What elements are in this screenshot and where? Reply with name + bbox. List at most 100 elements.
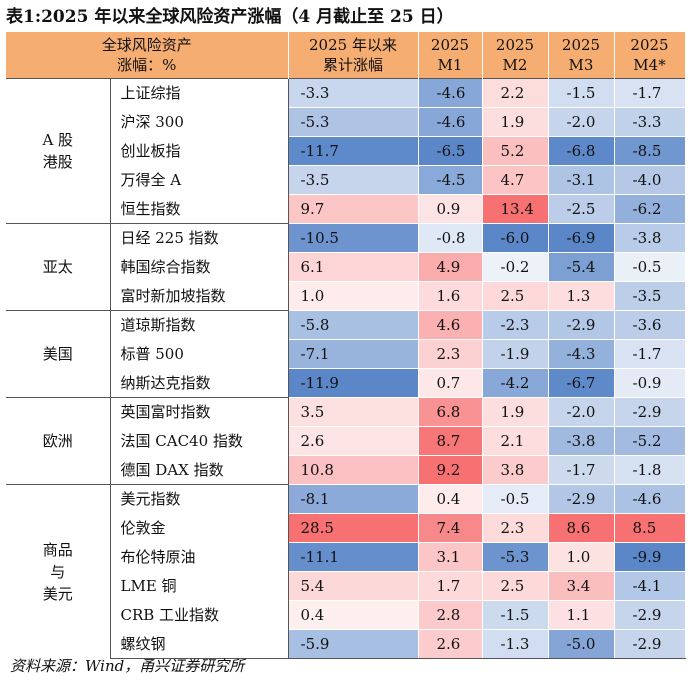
monthly-return-cell: -4.2 <box>481 368 549 398</box>
monthly-return-cell: 13.4 <box>481 194 549 224</box>
monthly-return-cell: 3.8 <box>481 455 549 485</box>
monthly-return-cell: -6.5 <box>417 136 483 166</box>
monthly-return-cell: -6.2 <box>613 194 686 224</box>
monthly-return-cell: -1.3 <box>481 629 549 659</box>
asset-name: CRB 工业指数 <box>110 600 289 630</box>
table-body: A 股港股 上证综指 -3.3 -4.6 2.2 -1.5 -1.7 沪深 300 -5.3 -4… <box>6 78 686 659</box>
monthly-return-cell: -4.6 <box>613 484 686 514</box>
asset-name: 英国富时指数 <box>110 397 289 427</box>
ytd-return-cell: 9.7 <box>287 194 419 224</box>
monthly-return-cell: -2.9 <box>547 310 615 340</box>
monthly-return-cell: 2.8 <box>417 600 483 630</box>
asset-name: 日经 225 指数 <box>110 223 289 253</box>
monthly-return-cell: 0.4 <box>417 484 483 514</box>
region-cell: 美国 <box>6 310 111 398</box>
region-label: 港股 <box>42 153 73 171</box>
asset-name: 沪深 300 <box>110 107 289 137</box>
table-row: 韩国综合指数 6.1 4.9 -0.2 -5.4 -0.5 <box>6 252 686 282</box>
region-label: 商品 <box>42 540 73 559</box>
monthly-return-cell: -1.5 <box>481 600 549 630</box>
header-month-4-label: M4* <box>633 56 666 74</box>
asset-name: 恒生指数 <box>110 194 289 224</box>
monthly-return-cell: 2.3 <box>481 513 549 543</box>
monthly-return-cell: 8.6 <box>547 513 615 543</box>
table-row: 德国 DAX 指数 10.8 9.2 3.8 -1.7 -1.8 <box>6 455 686 485</box>
table-row: 法国 CAC40 指数 2.6 8.7 2.1 -3.8 -5.2 <box>6 426 686 456</box>
region-cell: 亚太 <box>6 223 111 311</box>
asset-name: 标普 500 <box>110 339 289 369</box>
monthly-return-cell: -4.6 <box>417 107 483 137</box>
ytd-return-cell: 0.4 <box>287 600 419 630</box>
risk-asset-returns-table: 全球风险资产 涨幅：% 2025 年以来 累计涨幅 2025 M1 2025 M… <box>6 32 686 659</box>
monthly-return-cell: 0.9 <box>417 194 483 224</box>
region-cell: A 股港股 <box>6 78 111 224</box>
monthly-return-cell: 1.1 <box>547 600 615 630</box>
monthly-return-cell: 8.7 <box>417 426 483 456</box>
monthly-return-cell: 1.0 <box>547 542 615 572</box>
monthly-return-cell: -3.1 <box>547 165 615 195</box>
header-month-1: 2025 M1 <box>418 32 483 79</box>
asset-name: 道琼斯指数 <box>110 310 289 340</box>
monthly-return-cell: -2.9 <box>613 600 686 630</box>
monthly-return-cell: 1.7 <box>417 571 483 601</box>
ytd-return-cell: 2.6 <box>287 426 419 456</box>
monthly-return-cell: 2.3 <box>417 339 483 369</box>
monthly-return-cell: -1.9 <box>481 339 549 369</box>
asset-name: 伦敦金 <box>110 513 289 543</box>
table-row: 标普 500 -7.1 2.3 -1.9 -4.3 -1.7 <box>6 339 686 369</box>
table-row: 纳斯达克指数 -11.9 0.7 -4.2 -6.7 -0.9 <box>6 368 686 398</box>
ytd-return-cell: -3.3 <box>287 78 419 108</box>
monthly-return-cell: -2.9 <box>613 629 686 659</box>
ytd-return-cell: -5.8 <box>287 310 419 340</box>
monthly-return-cell: -9.9 <box>613 542 686 572</box>
ytd-return-cell: 10.8 <box>287 455 419 485</box>
asset-name: 纳斯达克指数 <box>110 368 289 398</box>
monthly-return-cell: -6.7 <box>547 368 615 398</box>
monthly-return-cell: -2.9 <box>613 397 686 427</box>
monthly-return-cell: 1.9 <box>481 397 549 427</box>
ytd-return-cell: -3.5 <box>287 165 419 195</box>
asset-name: 上证综指 <box>110 78 289 108</box>
asset-name: 美元指数 <box>110 484 289 514</box>
header-month-2-year: 2025 <box>495 36 535 54</box>
header-month-3-label: M3 <box>568 56 594 74</box>
monthly-return-cell: 2.2 <box>481 78 549 108</box>
table-row: 万得全 A -3.5 -4.5 4.7 -3.1 -4.0 <box>6 165 686 195</box>
monthly-return-cell: -3.8 <box>613 223 686 253</box>
monthly-return-cell: -1.8 <box>613 455 686 485</box>
monthly-return-cell: -2.9 <box>547 484 615 514</box>
monthly-return-cell: -4.1 <box>613 571 686 601</box>
table-row: 沪深 300 -5.3 -4.6 1.9 -2.0 -3.3 <box>6 107 686 137</box>
monthly-return-cell: 9.2 <box>417 455 483 485</box>
header-label-line1: 全球风险资产 <box>101 36 192 54</box>
monthly-return-cell: -1.7 <box>613 339 686 369</box>
ytd-return-cell: 6.1 <box>287 252 419 282</box>
table-row: A 股港股 上证综指 -3.3 -4.6 2.2 -1.5 -1.7 <box>6 78 686 224</box>
monthly-return-cell: -5.2 <box>613 426 686 456</box>
monthly-return-cell: 3.4 <box>547 571 615 601</box>
header-ytd-line1: 2025 年以来 <box>309 36 397 54</box>
header-month-1-year: 2025 <box>430 36 470 54</box>
ytd-return-cell: -11.9 <box>287 368 419 398</box>
monthly-return-cell: -5.3 <box>481 542 549 572</box>
monthly-return-cell: 1.3 <box>547 281 615 311</box>
region-label: 美元 <box>42 584 73 603</box>
asset-name: 创业板指 <box>110 136 289 166</box>
region-label: 欧洲 <box>42 432 73 450</box>
asset-name: 万得全 A <box>110 165 289 195</box>
asset-name: LME 铜 <box>110 571 289 601</box>
table-row: 欧洲 英国富时指数 3.5 6.8 1.9 -2.0 -2.9 <box>6 397 686 485</box>
asset-name: 法国 CAC40 指数 <box>110 426 289 456</box>
monthly-return-cell: -4.3 <box>547 339 615 369</box>
table-row: LME 铜 5.4 1.7 2.5 3.4 -4.1 <box>6 571 686 601</box>
monthly-return-cell: 7.4 <box>417 513 483 543</box>
ytd-return-cell: 5.4 <box>287 571 419 601</box>
monthly-return-cell: -6.8 <box>547 136 615 166</box>
header-label-line2: 涨幅：% <box>117 56 177 74</box>
monthly-return-cell: 4.9 <box>417 252 483 282</box>
monthly-return-cell: -0.5 <box>613 252 686 282</box>
region-label: 亚太 <box>42 258 73 276</box>
asset-name: 德国 DAX 指数 <box>110 455 289 485</box>
ytd-return-cell: -11.1 <box>287 542 419 572</box>
monthly-return-cell: -3.8 <box>547 426 615 456</box>
